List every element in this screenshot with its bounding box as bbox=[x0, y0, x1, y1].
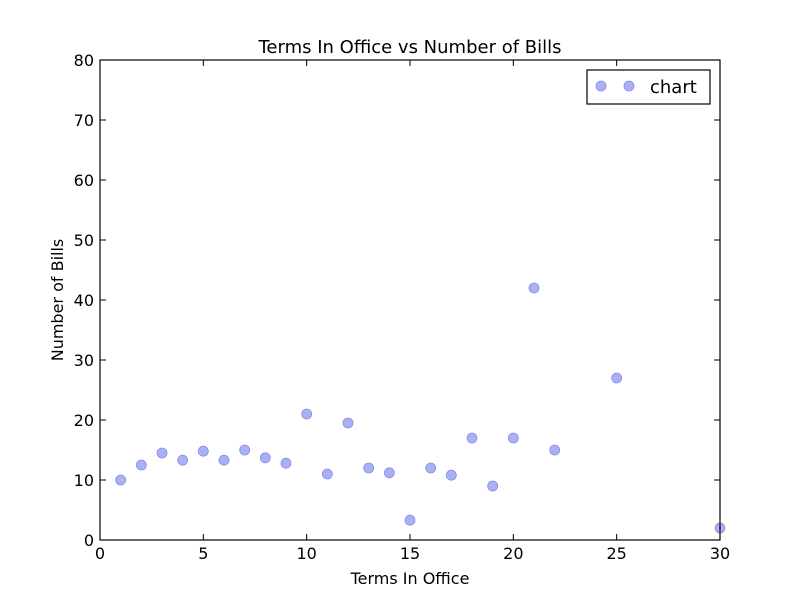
y-tick-label: 10 bbox=[74, 471, 94, 490]
data-point bbox=[135, 459, 147, 471]
data-point bbox=[115, 474, 127, 486]
data-point bbox=[321, 468, 333, 480]
x-axis-label: Terms In Office bbox=[350, 569, 470, 588]
data-point bbox=[528, 282, 540, 294]
plot-background bbox=[100, 60, 720, 540]
data-point bbox=[507, 432, 519, 444]
plot-area: 0 5 10 15 20 25 30 0 10 20 30 40 50 60 70 80 bbox=[74, 51, 731, 563]
data-point bbox=[259, 452, 271, 464]
data-points bbox=[115, 282, 726, 534]
data-point bbox=[197, 445, 209, 457]
data-point bbox=[487, 480, 499, 492]
data-point bbox=[363, 462, 375, 474]
chart-title: Terms In Office vs Number of Bills bbox=[257, 37, 561, 58]
x-axis-ticks: 0 5 10 15 20 25 30 bbox=[95, 60, 730, 563]
data-point bbox=[611, 372, 623, 384]
y-tick-label: 30 bbox=[74, 351, 94, 370]
y-tick-label: 20 bbox=[74, 411, 94, 430]
data-point bbox=[445, 469, 457, 481]
legend-box bbox=[586, 69, 711, 105]
y-tick-label: 40 bbox=[74, 291, 94, 310]
x-tick-label: 10 bbox=[296, 544, 316, 563]
y-tick-label: 0 bbox=[84, 531, 94, 550]
data-point bbox=[239, 444, 251, 456]
data-point bbox=[404, 514, 416, 526]
y-tick-label: 80 bbox=[74, 51, 94, 70]
data-point bbox=[218, 454, 230, 466]
data-point bbox=[156, 447, 168, 459]
data-point bbox=[383, 467, 395, 479]
legend-label: chart bbox=[650, 77, 697, 98]
x-tick-label: 15 bbox=[400, 544, 420, 563]
y-tick-label: 60 bbox=[74, 171, 94, 190]
data-point bbox=[466, 432, 478, 444]
y-axis-label: Number of Bills bbox=[48, 239, 67, 362]
legend-marker-left bbox=[595, 80, 607, 92]
data-point bbox=[280, 457, 292, 469]
legend-marker-right bbox=[623, 80, 635, 92]
data-point bbox=[342, 417, 354, 429]
x-tick-label: 0 bbox=[95, 544, 105, 563]
y-tick-label: 70 bbox=[74, 111, 94, 130]
plot-frame bbox=[99, 59, 721, 541]
y-tick-label: 50 bbox=[74, 231, 94, 250]
y-axis-ticks: 0 10 20 30 40 50 60 70 80 bbox=[74, 51, 720, 550]
legend: chart bbox=[586, 69, 711, 105]
x-tick-label: 5 bbox=[198, 544, 208, 563]
data-point bbox=[549, 444, 561, 456]
x-tick-label: 25 bbox=[606, 544, 626, 563]
x-tick-label: 30 bbox=[710, 544, 730, 563]
x-tick-label: 20 bbox=[503, 544, 523, 563]
data-point bbox=[425, 462, 437, 474]
data-point bbox=[301, 408, 313, 420]
data-point bbox=[177, 454, 189, 466]
